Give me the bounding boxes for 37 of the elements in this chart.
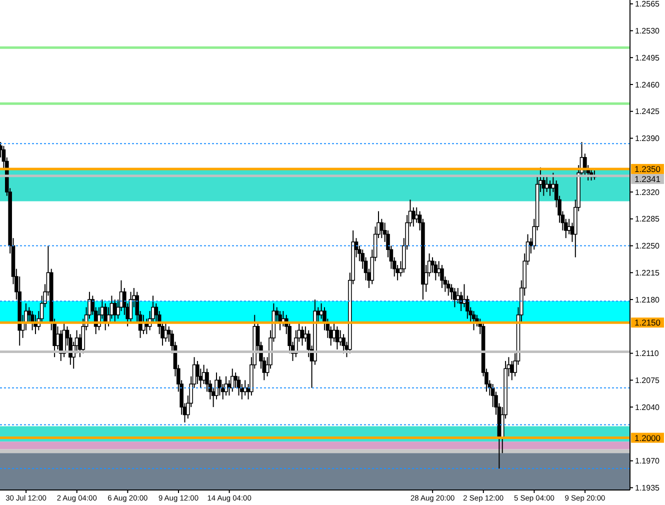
y-tick-label: 1.2390 [635, 134, 660, 144]
candlestick [342, 334, 346, 354]
y-tick-label: 1.2425 [635, 107, 660, 116]
candlestick [567, 218, 571, 235]
candlestick [548, 180, 552, 196]
y-tick-label: 1.2530 [635, 26, 660, 36]
y-tick-label: 1.2075 [635, 376, 660, 386]
candlestick [412, 206, 416, 228]
candlestick [440, 264, 444, 289]
y-tick-label: 1.2320 [635, 188, 660, 197]
y-tick-label: 1.2110 [635, 349, 660, 358]
y-tick-label: 1.2460 [635, 80, 660, 90]
candlestick [230, 368, 234, 392]
y-tick-label: 1.1970 [635, 456, 660, 466]
candlestick [128, 291, 133, 324]
y-tick-label: 1.2495 [635, 53, 660, 62]
candlestick [446, 280, 450, 296]
y-tick-label: 1.2250 [635, 242, 660, 251]
candlestick [236, 376, 241, 396]
ref-line-label: 1.2350 [634, 164, 661, 174]
y-tick-label: 1.2565 [635, 0, 660, 9]
y-tick-label: 1.2285 [635, 214, 660, 224]
candlestick [414, 206, 419, 224]
candlestick [196, 360, 200, 385]
candlestick [112, 299, 117, 324]
candlestick [472, 310, 476, 331]
y-tick-label: 1.2215 [635, 268, 660, 278]
y-tick-label: 1.2180 [635, 295, 660, 304]
candlestick [218, 376, 222, 396]
candlestick [224, 376, 228, 396]
ref-line-label: 1.2341 [634, 174, 661, 184]
y-tick-label: 1.1935 [635, 484, 660, 493]
candlestick [380, 218, 384, 239]
candlestick [332, 322, 336, 342]
y-tick-label: 1.2040 [635, 402, 660, 412]
ref-line-label: 1.2150 [634, 318, 661, 328]
ref-line-label: 1.2000 [634, 432, 661, 443]
